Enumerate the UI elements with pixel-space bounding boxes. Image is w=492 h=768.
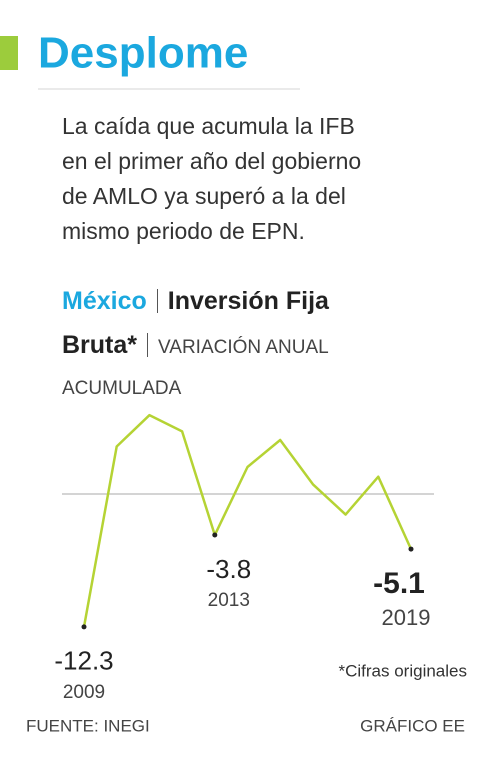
source: FUENTE: INEGI bbox=[26, 716, 150, 735]
chart-subtitle: VARIACIÓN ANUAL ACUMULADA bbox=[62, 337, 329, 399]
title: Desplome bbox=[38, 29, 248, 78]
separator bbox=[147, 333, 149, 357]
value-label: -3.8 bbox=[206, 554, 251, 584]
value-label: -5.1 bbox=[373, 567, 425, 600]
separator bbox=[156, 289, 158, 313]
line bbox=[82, 413, 413, 628]
country: México bbox=[62, 287, 147, 315]
chart-heading: México Inversión Fija Bruta* VARIACIÓN ANU… bbox=[62, 281, 402, 410]
point bbox=[81, 624, 87, 630]
summary-line: de AMLO ya superó a la del bbox=[62, 183, 346, 209]
note: *Cifras originales bbox=[339, 661, 468, 680]
point bbox=[408, 546, 414, 552]
summary-line: La caída que acumula la IFB bbox=[62, 113, 355, 139]
chart-title: Inversión Fija Bruta* bbox=[62, 287, 329, 359]
x-tick-label: 2019 bbox=[382, 605, 431, 630]
x-tick-label: 2013 bbox=[208, 590, 250, 611]
summary-line: en el primer año del gobierno bbox=[62, 148, 361, 174]
value-label: -12.3 bbox=[54, 646, 113, 676]
point bbox=[212, 532, 218, 538]
summary-line: mismo periodo de EPN. bbox=[62, 218, 305, 244]
credit: GRÁFICO EE bbox=[360, 716, 465, 735]
x-tick-label: 2009 bbox=[63, 682, 105, 703]
accent-bar bbox=[0, 36, 18, 70]
